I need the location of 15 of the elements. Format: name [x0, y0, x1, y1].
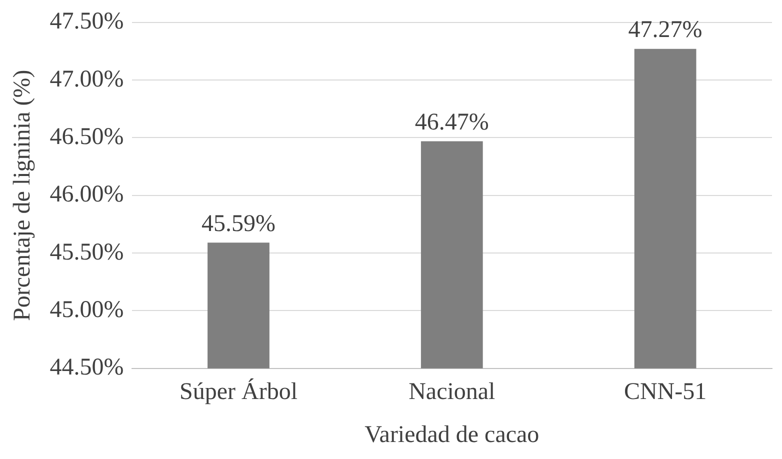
x-tick-label: Súper Árbol [180, 378, 298, 406]
y-tick-label: 44.50% [50, 354, 124, 381]
data-label: 45.59% [201, 210, 276, 237]
x-tick-label: Nacional [408, 379, 496, 406]
y-axis-title: Porcentaje de ligninia (%) [10, 70, 36, 322]
data-label: 47.27% [628, 17, 702, 44]
data-label: 46.47% [414, 109, 489, 136]
y-tick-label: 47.50% [50, 8, 124, 35]
x-axis-title: Variedad de cacao [364, 422, 540, 448]
y-tick-label: 45.00% [50, 297, 124, 324]
y-tick-label: 47.00% [50, 66, 124, 92]
y-tick-label: 46.50% [50, 124, 124, 150]
y-tick-label: 45.50% [50, 239, 124, 266]
x-tick-label: CNN-51 [624, 379, 707, 406]
y-tick-label: 46.00% [50, 182, 124, 208]
